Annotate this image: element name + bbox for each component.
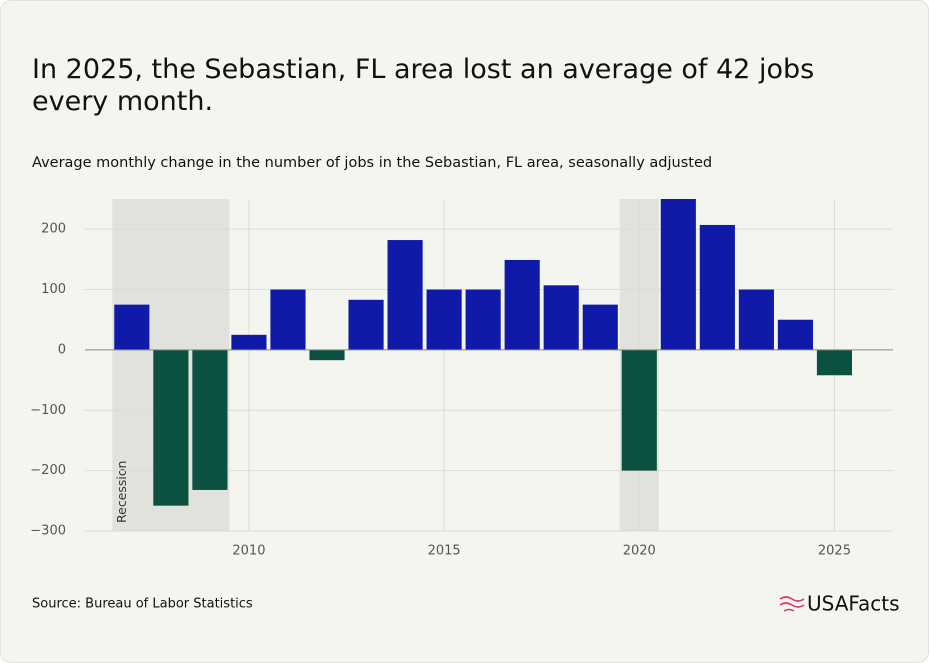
- bar: [816, 349, 853, 376]
- bar: [660, 199, 696, 350]
- bar: [543, 285, 579, 350]
- brand: USAFacts: [807, 592, 900, 616]
- y-tick-label: 100: [41, 282, 66, 297]
- y-tick-label: −300: [30, 524, 66, 539]
- recession-label: Recession: [114, 461, 129, 523]
- bar: [699, 224, 735, 350]
- y-tick-label: −200: [30, 463, 66, 478]
- bar: [504, 259, 540, 350]
- plot: Recession −300 −200 −100 0 100 200 2010 2015 2020…: [30, 199, 893, 559]
- bar: [231, 334, 267, 350]
- bar: [582, 304, 618, 350]
- bar: [621, 349, 657, 471]
- y-tick-label: −100: [30, 403, 66, 418]
- bar: [738, 289, 774, 350]
- bar: [309, 349, 345, 361]
- bar: [387, 240, 423, 350]
- chart-subtitle: Average monthly change in the number of …: [32, 155, 712, 171]
- bar: [192, 349, 228, 490]
- bar: [153, 349, 189, 506]
- bar: [114, 304, 150, 350]
- y-tick-label: 0: [58, 342, 66, 357]
- bar: [465, 289, 501, 350]
- x-tick-label: 2020: [623, 544, 656, 559]
- bar: [777, 319, 813, 350]
- bar: [426, 289, 462, 350]
- bar: [348, 299, 384, 350]
- chart-title: In 2025, the Sebastian, FL area lost an …: [32, 54, 814, 117]
- bar: [270, 289, 306, 350]
- brand-icon: [779, 596, 805, 612]
- source: Source: Bureau of Labor Statistics: [32, 597, 253, 612]
- x-tick-label: 2010: [232, 544, 265, 559]
- y-tick-label: 200: [41, 222, 66, 237]
- x-tick-label: 2015: [428, 544, 461, 559]
- x-tick-label: 2025: [818, 544, 851, 559]
